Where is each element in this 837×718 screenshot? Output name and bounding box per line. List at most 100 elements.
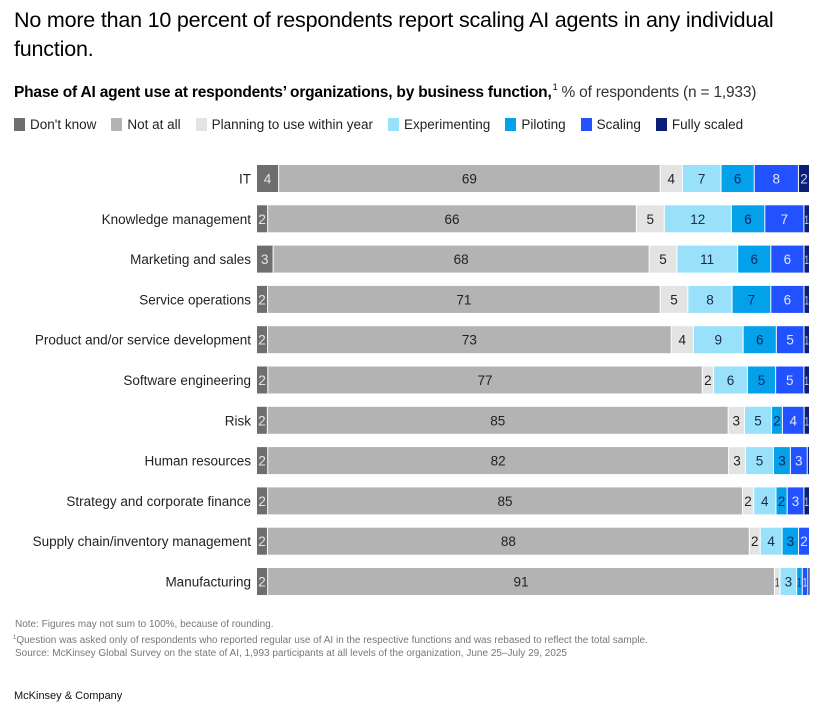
- legend-label: Don't know: [30, 117, 97, 132]
- category-label: Product and/or service development: [35, 333, 251, 348]
- bar-row: Knowledge management 2 66 5 12 6 7 1: [102, 205, 809, 233]
- data-label: 2: [258, 534, 266, 549]
- bar-segment: [804, 366, 809, 394]
- data-label: 1: [803, 576, 808, 590]
- bar-segment: [808, 568, 810, 595]
- data-label: 85: [498, 494, 513, 509]
- data-label: 3: [733, 454, 741, 469]
- bar-segment: [257, 447, 268, 475]
- data-label: 8: [706, 292, 714, 307]
- legend-item: Planning to use within year: [195, 117, 374, 132]
- bar-segment: [268, 568, 774, 595]
- note-question-text: Question was asked only of respondents w…: [16, 634, 648, 646]
- data-label: 3: [261, 252, 269, 267]
- bar-segment: [776, 326, 804, 354]
- data-label: 1: [804, 374, 809, 388]
- bar-row: Software engineering 2 77 2 6 5 5 1: [123, 366, 809, 394]
- bar-segment: [688, 285, 732, 313]
- bar-segment: [677, 245, 738, 273]
- data-label: 6: [744, 212, 752, 227]
- bar-segment: [787, 487, 804, 515]
- bar-segment: [760, 527, 782, 555]
- bar-segment: [754, 487, 776, 515]
- bar-segment: [749, 527, 760, 555]
- category-label: Risk: [225, 413, 251, 428]
- data-label: 2: [778, 494, 786, 509]
- bar-segment: [702, 366, 714, 394]
- data-label: 4: [679, 333, 687, 348]
- bar-segment: [273, 245, 649, 273]
- bar-segment: [743, 326, 776, 354]
- data-label: 5: [754, 413, 762, 428]
- data-label: 2: [773, 413, 781, 428]
- subtitle-main: Phase of AI agent use at respondents’ or…: [14, 84, 552, 101]
- data-label: 82: [491, 454, 506, 469]
- legend-item: Scaling: [580, 117, 641, 132]
- bar-segment: [782, 527, 799, 555]
- data-label: 5: [670, 292, 678, 307]
- data-label: 85: [490, 413, 505, 428]
- bar-row: Human resources 2 82 3 5 3 3: [144, 447, 809, 475]
- data-label: 69: [462, 172, 477, 187]
- data-label: 1: [804, 495, 809, 509]
- category-label: IT: [239, 172, 251, 187]
- bar-segment: [774, 447, 790, 475]
- bar-segment: [754, 165, 798, 192]
- bar-segment: [804, 406, 809, 434]
- bar-segment: [257, 527, 267, 555]
- data-label: 3: [792, 494, 800, 509]
- data-label: 9: [714, 333, 722, 348]
- data-label: 7: [748, 292, 756, 307]
- brand-logo-text: McKinsey & Company: [14, 690, 123, 702]
- data-label: 1: [797, 576, 802, 590]
- data-label: 88: [501, 534, 516, 549]
- data-label: 6: [756, 333, 764, 348]
- data-label: 66: [444, 212, 459, 227]
- bar-segment: [257, 326, 268, 354]
- bar-segment: [744, 406, 772, 434]
- bar-segment: [257, 165, 279, 192]
- data-label: 2: [258, 575, 266, 590]
- chart-subtitle: Phase of AI agent use at respondents’ or…: [14, 82, 756, 102]
- data-label: 1: [775, 576, 780, 590]
- bar-segment: [782, 406, 804, 434]
- bar-segment: [798, 165, 809, 192]
- note-source: Source: McKinsey Global Survey on the st…: [15, 648, 567, 659]
- bar-segment: [771, 245, 804, 273]
- legend-label: Experimenting: [404, 117, 491, 132]
- bar-segment: [714, 366, 747, 394]
- data-label: 5: [786, 333, 794, 348]
- data-label: 1: [805, 414, 810, 428]
- data-label: 6: [734, 172, 742, 187]
- data-label: 2: [258, 413, 266, 428]
- legend-swatch: [580, 118, 592, 131]
- category-label: Strategy and corporate finance: [66, 494, 251, 509]
- bar-segment: [257, 285, 268, 313]
- data-label: 5: [758, 373, 766, 388]
- bar-segment: [721, 165, 754, 192]
- bar-segment: [267, 406, 728, 434]
- note-question: 1Question was asked only of respondents …: [13, 632, 648, 648]
- bar-segment: [268, 487, 742, 515]
- bar-segment: [776, 487, 787, 515]
- legend-label: Planning to use within year: [211, 117, 374, 132]
- data-label: 2: [751, 534, 759, 549]
- data-label: 6: [727, 373, 735, 388]
- data-label: 2: [258, 212, 266, 227]
- bar-segment: [771, 285, 804, 313]
- legend-label: Scaling: [596, 117, 641, 132]
- bar-row: Supply chain/inventory management 2 88 2 4 3 2: [33, 527, 809, 555]
- legend-item: Experimenting: [388, 117, 490, 132]
- bar-segment: [807, 447, 809, 475]
- data-label: 4: [789, 413, 797, 428]
- bar-segment: [747, 366, 776, 394]
- data-label: 2: [744, 494, 752, 509]
- legend-item: Don't know: [14, 117, 96, 132]
- legend-swatch: [14, 118, 25, 131]
- bar-segment: [671, 326, 693, 354]
- bar-segment: [804, 326, 809, 354]
- bar-row: Risk 2 85 3 5 2 4 1: [225, 406, 810, 434]
- data-label: 2: [800, 534, 808, 549]
- bar-segment: [649, 245, 677, 273]
